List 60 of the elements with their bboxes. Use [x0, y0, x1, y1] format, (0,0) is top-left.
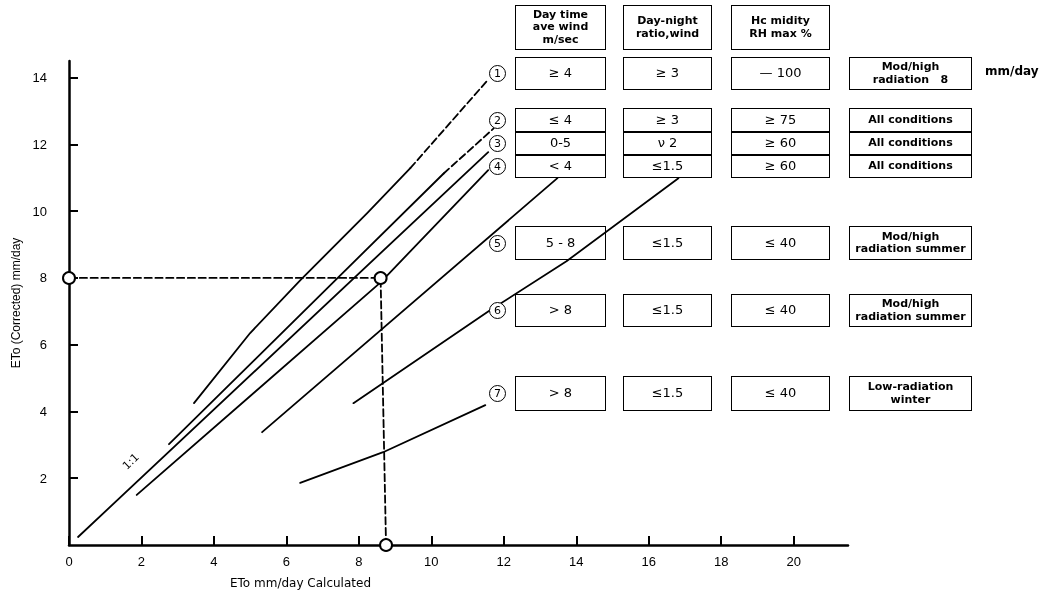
- x-axis-title: ETo mm/day Calculated: [230, 576, 371, 590]
- x-tick-label: 20: [786, 554, 801, 569]
- x-tick-label: 6: [282, 554, 291, 569]
- series-label: 5: [489, 234, 506, 252]
- table-cell: ≤ 40: [731, 294, 830, 327]
- y-tick-label: 14: [32, 70, 47, 86]
- table-cell: 5 - 8: [515, 226, 606, 260]
- table-cell: ≥ 60: [731, 155, 830, 178]
- table-cell: < 4: [515, 155, 606, 178]
- table-cell: All conditions: [849, 132, 972, 155]
- table-cell: ≤ 40: [731, 376, 830, 411]
- table-cell: ≥ 4: [515, 57, 606, 90]
- x-tick-label: 8: [355, 554, 363, 569]
- table-cell: Mod/high radiation summer: [849, 226, 972, 260]
- table-cell: Mod/high radiation summer: [849, 294, 972, 327]
- table-cell: Low-radiation winter: [849, 376, 972, 411]
- series-label: 6: [489, 302, 506, 319]
- table-cell: > 8: [515, 376, 606, 411]
- y-tick-label: 2: [39, 470, 47, 486]
- x-tick-label: 0: [65, 554, 73, 569]
- x-tick-label: 18: [713, 554, 729, 569]
- table-cell: ≤1.5: [623, 226, 712, 260]
- table-cell: All conditions: [849, 108, 972, 132]
- table-cell: ≤1.5: [623, 376, 712, 411]
- y-tick-label: 4: [39, 403, 47, 419]
- table-cell: > 8: [515, 294, 606, 327]
- annotation: 1:1: [120, 450, 142, 473]
- table-cell: Mod/high radiation 8: [849, 57, 972, 90]
- table-cell: 0-5: [515, 132, 606, 155]
- x-tick-label: 10: [424, 554, 439, 569]
- table-cell: All conditions: [849, 155, 972, 178]
- table-cell: ≤ 4: [515, 108, 606, 132]
- x-tick-label: 12: [496, 554, 512, 569]
- y-tick-label: 8: [39, 270, 47, 286]
- series-label: 7: [489, 385, 506, 402]
- table-cell: ≥ 75: [731, 108, 830, 132]
- table-cell: ν 2: [623, 132, 712, 155]
- table-cell: ≤1.5: [623, 155, 712, 178]
- series-label: 3: [489, 135, 506, 152]
- y-tick-label: 12: [32, 136, 47, 152]
- x-tick-label: 2: [137, 554, 146, 569]
- table-cell: Hc midity RH max %: [731, 5, 830, 50]
- text: mm/day: [985, 64, 1039, 78]
- table-cell: — 100: [731, 57, 830, 90]
- legend-label: 4: [489, 158, 506, 175]
- table-cell: Day time ave wind m/sec: [515, 5, 606, 50]
- x-tick-label: 4: [210, 554, 218, 569]
- x-tick-label: 16: [641, 554, 656, 569]
- text: 1: [489, 65, 506, 82]
- text: 2: [489, 111, 506, 129]
- table-cell: Day-night ratio,wind: [623, 5, 712, 50]
- table-cell: ≤ 40: [731, 226, 830, 260]
- y-axis-title: ETo (Corrected) mm/day: [8, 237, 23, 369]
- y-tick-label: 6: [39, 337, 47, 353]
- table-cell: ≥ 3: [623, 108, 712, 132]
- x-tick-label: 14: [569, 554, 584, 569]
- table-cell: ≥ 3: [623, 57, 712, 90]
- table-cell: ≤1.5: [623, 294, 712, 327]
- y-tick-label: 10: [32, 203, 47, 219]
- table-cell: ≥ 60: [731, 132, 830, 155]
